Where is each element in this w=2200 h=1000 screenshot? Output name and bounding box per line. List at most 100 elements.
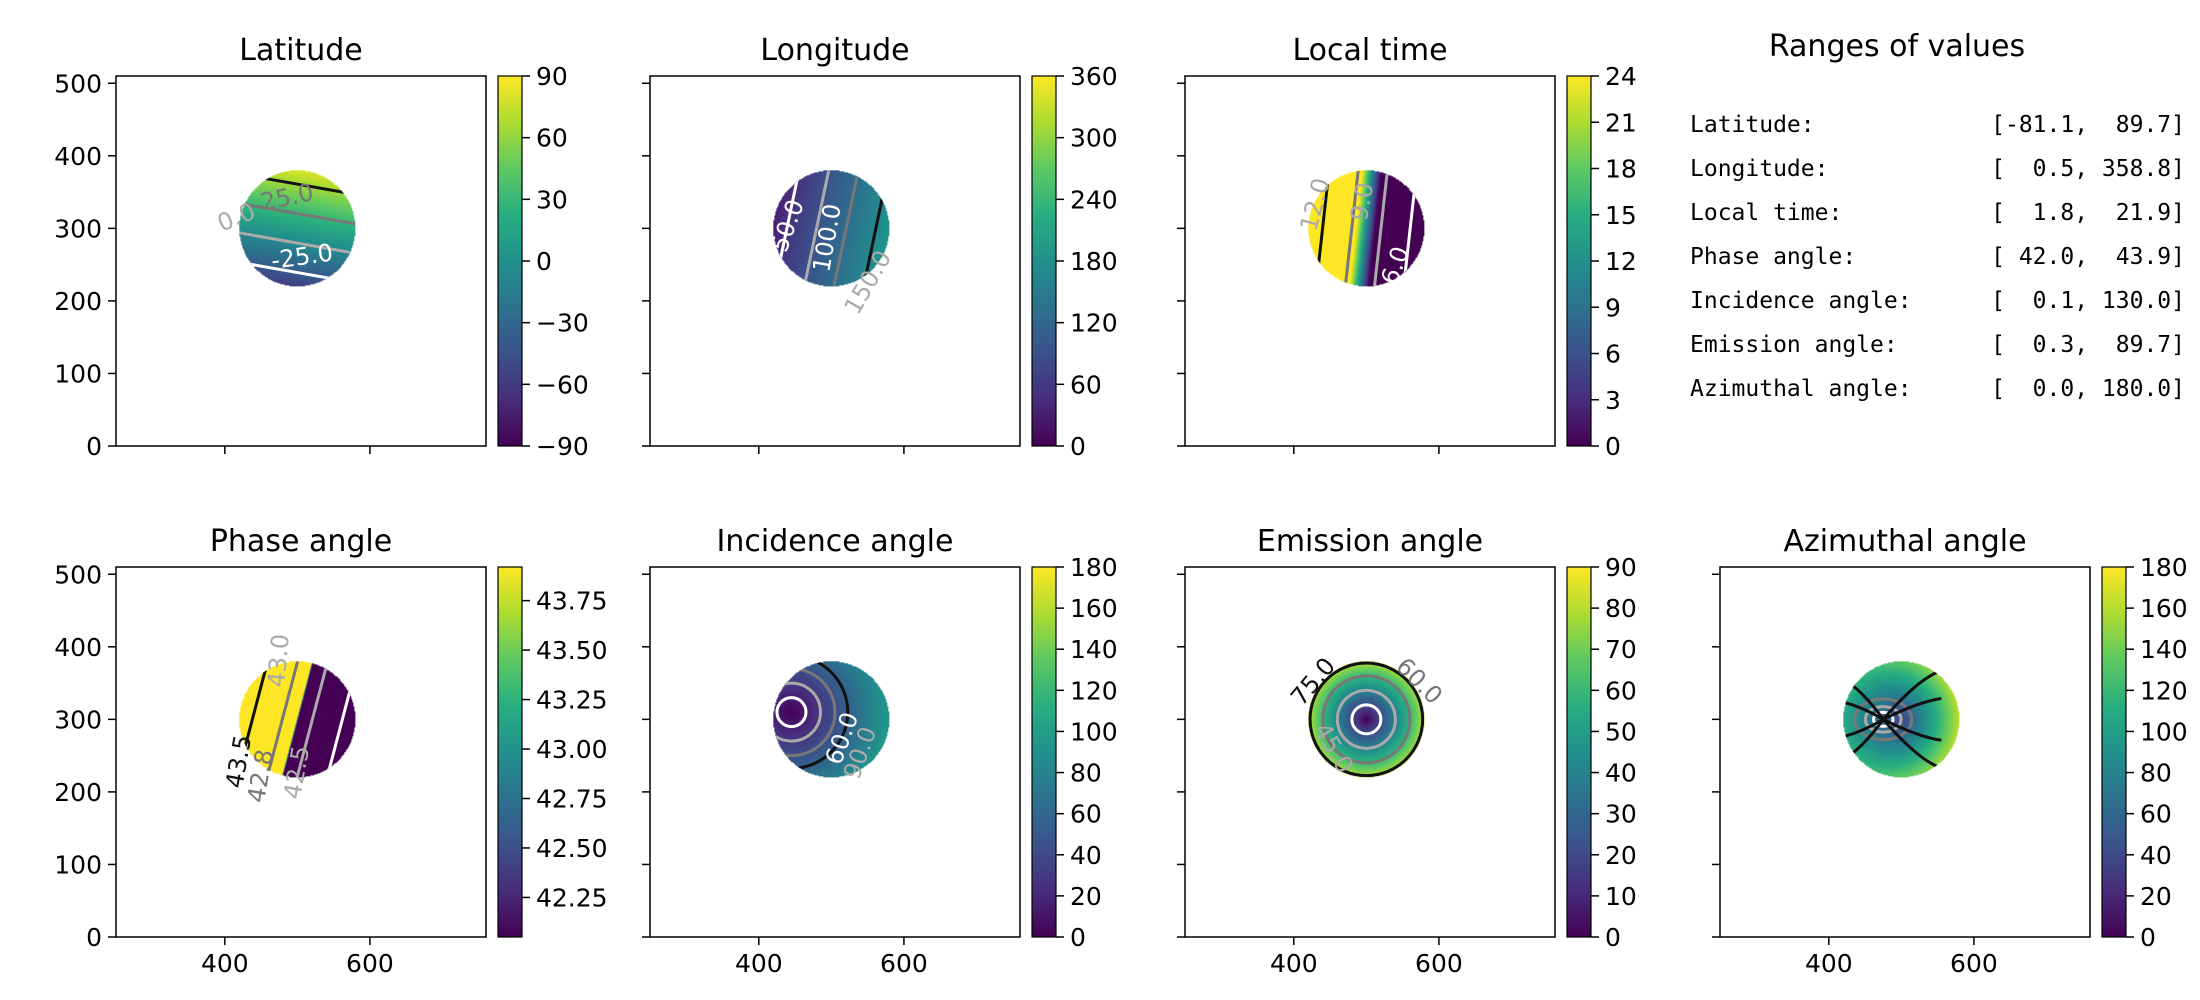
colorbar-tick-label: 60 bbox=[1070, 370, 1102, 399]
colorbar-tick-label: 90 bbox=[1605, 553, 1637, 582]
chart-title: Local time bbox=[1292, 33, 1447, 68]
colorbar-tick-label: 20 bbox=[2140, 882, 2172, 911]
colorbar-tick-label: 80 bbox=[1605, 594, 1637, 623]
axes-frame bbox=[649, 566, 1021, 938]
range-value: [ 0.1, 130.0] bbox=[1991, 288, 2185, 314]
y-tick-label: 200 bbox=[54, 287, 102, 316]
x-tick-label: 600 bbox=[880, 949, 928, 978]
x-tick-label: 400 bbox=[1805, 949, 1853, 978]
chart-panel: Longitude50.0100.0150.006012018024030036… bbox=[642, 33, 1118, 461]
colorbar-tick-label: 6 bbox=[1605, 340, 1621, 369]
y-tick-label: 0 bbox=[86, 923, 102, 952]
x-tick-label: 400 bbox=[735, 949, 783, 978]
colorbar-tick-label: 90 bbox=[536, 62, 568, 91]
colorbar-tick-label: 30 bbox=[536, 185, 568, 214]
colorbar-tick-label: 10 bbox=[1605, 882, 1637, 911]
colorbar-tick-label: 120 bbox=[2140, 676, 2188, 705]
colorbar-tick-label: 9 bbox=[1605, 293, 1621, 322]
colorbar-tick-label: 160 bbox=[2140, 594, 2188, 623]
colorbar-tick-label: 0 bbox=[1070, 432, 1086, 461]
range-label: Phase angle: bbox=[1690, 244, 1856, 270]
colorbar-tick-label: 80 bbox=[2140, 759, 2172, 788]
colorbar bbox=[497, 566, 523, 938]
colorbar-tick-label: 60 bbox=[1605, 676, 1637, 705]
colorbar-tick-label: 160 bbox=[1070, 594, 1118, 623]
colorbar-tick-label: 80 bbox=[1070, 759, 1102, 788]
field-disc bbox=[773, 170, 891, 288]
colorbar-tick-label: 120 bbox=[1070, 309, 1118, 338]
colorbar-tick-label: 140 bbox=[1070, 635, 1118, 664]
colorbar bbox=[1031, 566, 1057, 938]
colorbar-tick-label: 120 bbox=[1070, 676, 1118, 705]
colorbar-tick-label: 360 bbox=[1070, 62, 1118, 91]
y-tick-label: 200 bbox=[54, 778, 102, 807]
axes-frame bbox=[1719, 566, 2091, 938]
colorbar-tick-label: 0 bbox=[1070, 923, 1086, 952]
colorbar-tick-label: 18 bbox=[1605, 155, 1637, 184]
colorbar bbox=[1031, 75, 1057, 447]
colorbar bbox=[2101, 566, 2127, 938]
y-tick-label: 300 bbox=[54, 705, 102, 734]
range-label: Incidence angle: bbox=[1690, 288, 1912, 314]
colorbar-tick-label: 40 bbox=[1605, 759, 1637, 788]
colorbar-tick-label: 20 bbox=[1605, 841, 1637, 870]
range-value: [ 1.8, 21.9] bbox=[1991, 200, 2185, 226]
x-tick-label: 600 bbox=[346, 949, 394, 978]
colorbar-tick-label: 24 bbox=[1605, 62, 1637, 91]
axes-frame bbox=[115, 566, 487, 938]
colorbar-tick-label: 70 bbox=[1605, 635, 1637, 664]
colorbar-tick-label: −30 bbox=[536, 309, 589, 338]
contour-label: 9.0 bbox=[1345, 180, 1379, 222]
colorbar-tick-label: 180 bbox=[2140, 553, 2188, 582]
contour-lines bbox=[1308, 661, 1425, 778]
range-value: [-81.1, 89.7] bbox=[1991, 112, 2185, 138]
colorbar-tick-label: 140 bbox=[2140, 635, 2188, 664]
colorbar bbox=[1566, 566, 1592, 938]
colorbar-tick-label: 43.00 bbox=[536, 735, 608, 764]
colorbar-tick-label: 30 bbox=[1605, 800, 1637, 829]
colorbar-tick-label: 43.75 bbox=[536, 587, 608, 616]
range-value: [ 0.5, 358.8] bbox=[1991, 156, 2185, 182]
x-tick-label: 600 bbox=[1950, 949, 1998, 978]
chart-panel: Azimuthal angle 400 600 0 20 40 60 80 100 120 140 1… bbox=[1712, 524, 2188, 978]
chart-panels: Latitude25.0-25.00.00100200300400500−90−… bbox=[54, 33, 2187, 978]
colorbar-tick-label: 60 bbox=[1070, 800, 1102, 829]
colorbar-tick-label: 50 bbox=[1605, 717, 1637, 746]
colorbar-tick-label: 43.25 bbox=[536, 686, 608, 715]
y-tick-label: 400 bbox=[54, 633, 102, 662]
ranges-title: Ranges of values bbox=[1769, 29, 2025, 64]
colorbar-tick-label: 20 bbox=[1070, 882, 1102, 911]
axes-frame bbox=[115, 75, 487, 447]
axes-frame bbox=[649, 75, 1021, 447]
colorbar-tick-label: 300 bbox=[1070, 124, 1118, 153]
colorbar-tick-label: −60 bbox=[536, 370, 589, 399]
colorbar bbox=[1566, 75, 1592, 447]
colorbar-tick-label: 40 bbox=[1070, 841, 1102, 870]
y-tick-label: 100 bbox=[54, 850, 102, 879]
colorbar-tick-label: 180 bbox=[1070, 247, 1118, 276]
colorbar-tick-label: 60 bbox=[536, 124, 568, 153]
range-label: Azimuthal angle: bbox=[1690, 376, 1912, 402]
range-label: Longitude: bbox=[1690, 156, 1828, 182]
range-label: Emission angle: bbox=[1690, 332, 1898, 358]
colorbar-tick-label: 43.50 bbox=[536, 636, 608, 665]
colorbar-tick-label: −90 bbox=[536, 432, 589, 461]
colorbar-tick-label: 40 bbox=[2140, 841, 2172, 870]
chart-title: Longitude bbox=[760, 33, 909, 68]
field-disc bbox=[773, 661, 891, 779]
chart-title: Latitude bbox=[239, 33, 362, 68]
ranges-panel: Ranges of values Latitude: [-81.1, 89.7] L… bbox=[1690, 29, 2185, 402]
axes-frame bbox=[1184, 75, 1556, 447]
y-tick-label: 100 bbox=[54, 359, 102, 388]
range-label: Latitude: bbox=[1690, 112, 1815, 138]
x-tick-label: 400 bbox=[201, 949, 249, 978]
x-tick-label: 400 bbox=[1270, 949, 1318, 978]
colorbar-tick-label: 42.75 bbox=[536, 784, 608, 813]
colorbar-tick-label: 0 bbox=[1605, 432, 1621, 461]
colorbar-tick-label: 3 bbox=[1605, 386, 1621, 415]
chart-title: Phase angle bbox=[210, 524, 392, 559]
range-value: [ 42.0, 43.9] bbox=[1991, 244, 2185, 270]
colorbar-tick-label: 240 bbox=[1070, 185, 1118, 214]
